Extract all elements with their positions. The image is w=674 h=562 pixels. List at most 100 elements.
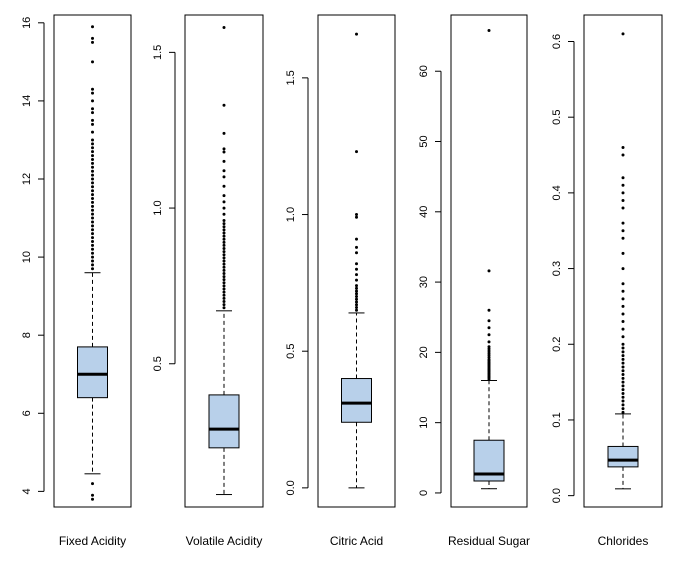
outlier-point (355, 237, 358, 241)
iqr-box (77, 346, 108, 399)
outlier-point (355, 308, 358, 312)
y-tick-label: 50 (418, 135, 430, 147)
outlier-point (91, 25, 94, 29)
outlier-point (621, 32, 625, 36)
outlier-point (91, 122, 94, 126)
outlier-point (222, 284, 226, 288)
outlier-point (621, 289, 625, 293)
panel-volatile-acidity: 0.5 1.0 1.5 Volatile Acidity (152, 14, 264, 548)
outlier-point (91, 146, 94, 150)
outlier-point (222, 147, 226, 151)
outlier-point (222, 256, 226, 260)
outlier-point (355, 305, 358, 309)
outlier-point (222, 265, 226, 269)
y-tick-label: 20 (418, 346, 430, 358)
outlier-point (487, 333, 491, 337)
plot-frame (184, 14, 264, 508)
outlier-point (621, 191, 625, 195)
outlier-point (621, 357, 625, 361)
outlier-point (222, 228, 226, 232)
outlier-point (222, 231, 226, 235)
outlier-point (487, 269, 491, 273)
outlier-point (91, 165, 94, 169)
outlier-point (621, 304, 625, 308)
outlier-point (355, 150, 358, 154)
outlier-point (222, 299, 226, 303)
x-axis-label: Fixed Acidity (59, 534, 126, 548)
outlier-point (355, 295, 358, 299)
outlier-point (621, 410, 625, 414)
outlier-point (621, 342, 625, 346)
outlier-point (621, 365, 625, 369)
outlier-point (222, 25, 226, 29)
panel-residual-sugar: 0 10 20 30 40 50 60 Residual Sugar (418, 14, 530, 548)
y-tick-label: 0.0 (551, 488, 563, 503)
outlier-point (91, 161, 94, 165)
outlier-point (621, 153, 625, 157)
outlier-point (355, 267, 358, 271)
outlier-point (222, 219, 226, 223)
y-tick-label: 0.4 (551, 185, 563, 200)
y-tick-label: 12 (21, 173, 33, 185)
outlier-point (91, 243, 94, 247)
iqr-box (341, 378, 372, 423)
plot-frame (583, 14, 663, 508)
outlier-point (621, 320, 625, 324)
outlier-point (621, 403, 625, 407)
outlier-point (487, 28, 491, 32)
outlier-point (222, 222, 226, 226)
y-tick-label: 0.1 (551, 412, 563, 427)
outlier-point (487, 353, 491, 357)
outlier-point (91, 204, 94, 208)
panel-citric-acid: 0.0 0.5 1.0 1.5 Citric Acid (285, 14, 396, 548)
outlier-point (91, 228, 94, 232)
outlier-point (487, 357, 491, 361)
outlier-point (222, 175, 226, 179)
outlier-point (222, 212, 226, 216)
boxplot-panels: 4 6 8 10 12 14 16 Fixed Acidity 0.5 1.0 1.5 Volatil… (21, 14, 663, 548)
outlier-point (91, 200, 94, 204)
y-tick-label: 10 (21, 251, 33, 263)
outlier-point (91, 197, 94, 201)
outlier-point (621, 145, 625, 149)
outlier-point (222, 293, 226, 297)
outlier-point (222, 268, 226, 272)
outlier-point (355, 215, 358, 219)
outlier-point (222, 290, 226, 294)
outlier-point (91, 169, 94, 173)
outlier-point (222, 225, 226, 229)
plot-frame (53, 14, 132, 508)
y-tick-label: 1.5 (152, 45, 164, 60)
outlier-point (222, 200, 226, 204)
outlier-point (621, 176, 625, 180)
outlier-point (91, 263, 94, 267)
plot-frame (450, 14, 528, 508)
outlier-point (487, 345, 491, 349)
outlier-point (91, 107, 94, 111)
outlier-point (222, 262, 226, 266)
outlier-point (621, 407, 625, 411)
outlier-point (91, 239, 94, 243)
outlier-point (91, 130, 94, 134)
outlier-point (621, 350, 625, 354)
outlier-point (621, 297, 625, 301)
outlier-point (621, 251, 625, 255)
outlier-point (222, 250, 226, 254)
outlier-point (91, 259, 94, 263)
outlier-point (621, 369, 625, 373)
outlier-point (355, 213, 358, 217)
outlier-point (621, 395, 625, 399)
outlier-point (621, 388, 625, 392)
outlier-point (91, 111, 94, 115)
y-tick-label: 0 (418, 490, 430, 496)
outlier-point (91, 493, 94, 497)
y-tick-label: 4 (21, 488, 33, 494)
x-axis-label: Chlorides (598, 534, 649, 548)
outlier-point (222, 184, 226, 188)
outlier-point (355, 284, 358, 288)
y-tick-label: 14 (21, 95, 33, 107)
y-tick-label: 10 (418, 417, 430, 429)
outlier-point (222, 306, 226, 310)
panel-fixed-acidity: 4 6 8 10 12 14 16 Fixed Acidity (21, 14, 132, 548)
y-tick-label: 8 (21, 332, 33, 338)
